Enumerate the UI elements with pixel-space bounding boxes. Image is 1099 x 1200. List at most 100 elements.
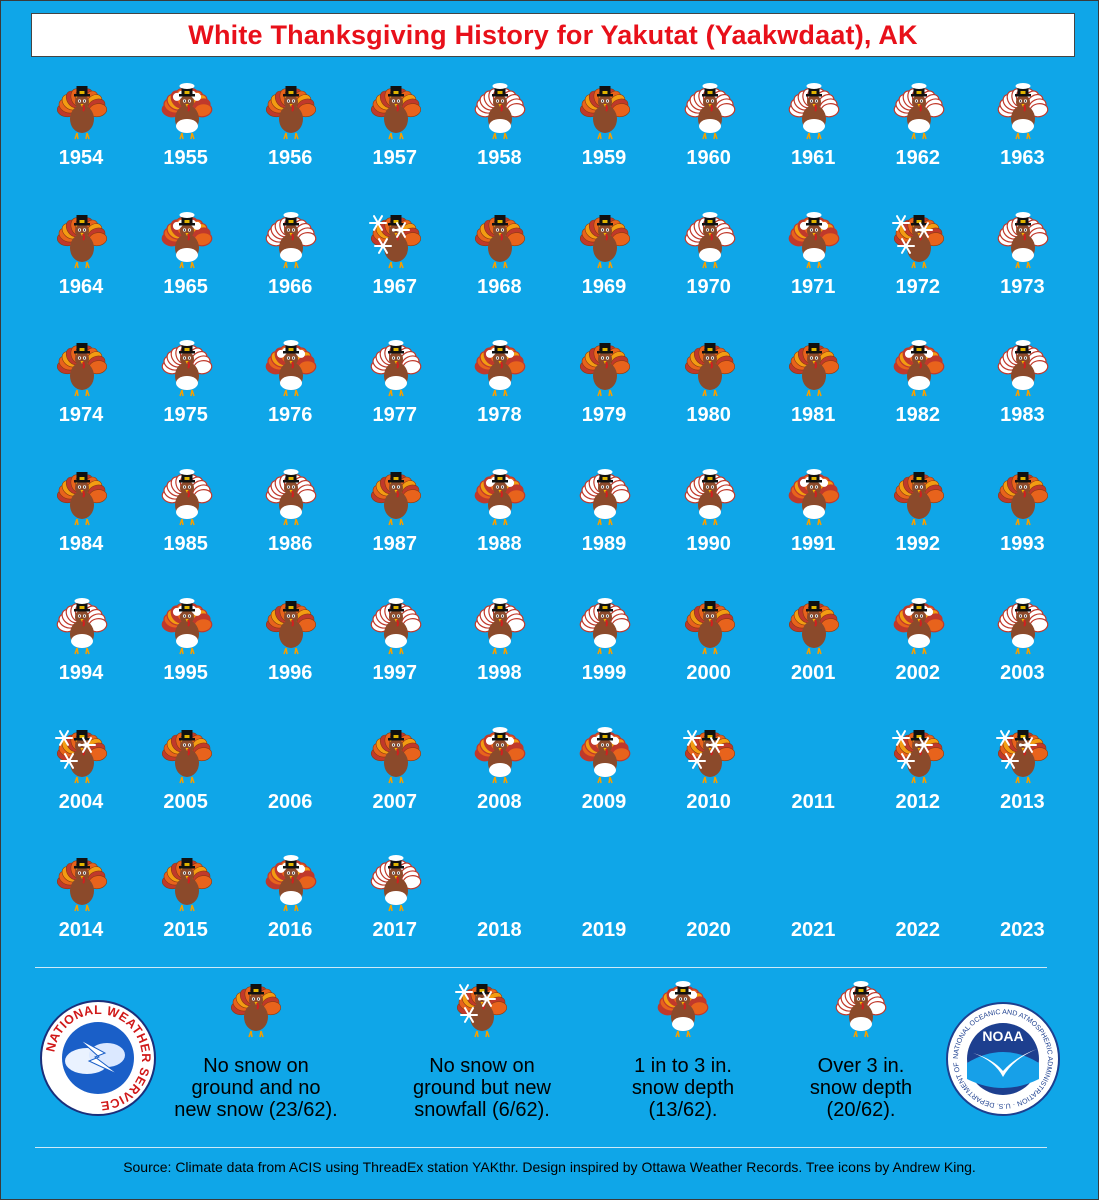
- noaa-logo-text: NOAA: [982, 1028, 1023, 1044]
- year-label: 2017: [372, 919, 418, 942]
- turkey-icon: [684, 211, 735, 268]
- legend-turkey-icon: [657, 981, 709, 1038]
- year-label: 1966: [267, 275, 313, 298]
- year-cell: 1983: [970, 338, 1074, 458]
- year-cell: 1999: [552, 596, 656, 716]
- year-label: 1970: [686, 275, 731, 298]
- year-label: 1985: [163, 533, 208, 556]
- year-label: 2018: [477, 919, 522, 942]
- year-label: 1997: [372, 661, 418, 684]
- year-label: 2020: [686, 919, 731, 942]
- turkey-icon: [893, 597, 945, 655]
- turkey-icon: [998, 597, 1049, 655]
- year-label: 1967: [372, 275, 418, 298]
- turkey-icon: [370, 855, 422, 912]
- turkey-icon: [56, 343, 108, 397]
- year-cell: 2006: [238, 725, 342, 845]
- year-label: 1980: [686, 404, 731, 427]
- legend-label: Over 3 in. snow depth (20/62).: [809, 1055, 913, 1121]
- year-cell: 1963: [970, 81, 1074, 201]
- turkey-icon: [161, 83, 212, 140]
- legend-item: 1 in to 3 in. snow depth (13/62).: [568, 979, 798, 1139]
- turkey-icon: [579, 343, 631, 397]
- year-label: 2011: [791, 790, 835, 813]
- year-cell: 2012: [866, 725, 970, 845]
- turkey-icon: [370, 729, 421, 783]
- turkey-icon: [368, 214, 421, 268]
- year-cell: 2000: [657, 596, 761, 716]
- turkey-icon: [579, 726, 631, 783]
- year-cell: 1984: [29, 467, 133, 587]
- year-label: 2009: [581, 790, 627, 813]
- year-cell: 1979: [552, 338, 656, 458]
- turkey-icon: [265, 855, 317, 912]
- year-label: 1965: [163, 275, 208, 298]
- year-cell: 2010: [657, 725, 761, 845]
- legend-turkey-icon: [835, 981, 887, 1038]
- year-label: 1954: [58, 147, 104, 169]
- turkey-icon: [789, 600, 840, 655]
- year-label: 1982: [895, 404, 941, 427]
- year-cell: 2008: [447, 725, 551, 845]
- turkey-icon: [475, 469, 526, 526]
- turkey-icon: [161, 211, 212, 268]
- year-label: 1984: [58, 533, 104, 556]
- year-label: 1983: [1000, 404, 1045, 427]
- year-label: 1969: [581, 275, 627, 298]
- turkey-icon: [998, 472, 1049, 526]
- year-label: 1996: [267, 661, 313, 684]
- legend-label: No snow on ground but new snowfall (6/62…: [413, 1055, 551, 1121]
- legend-turkey-icon: [455, 984, 508, 1038]
- year-label: 1972: [895, 275, 941, 298]
- divider-top: [35, 967, 1047, 968]
- turkey-icon: [682, 729, 735, 783]
- turkey-icon: [370, 597, 422, 655]
- turkey-icon: [893, 472, 944, 526]
- year-label: 1955: [163, 147, 208, 169]
- year-cell: 1993: [970, 467, 1074, 587]
- year-cell: 2018: [447, 853, 551, 973]
- year-cell: 1954: [29, 81, 133, 201]
- year-label: 1959: [581, 147, 627, 169]
- year-cell: 2002: [866, 596, 970, 716]
- turkey-icon: [579, 214, 631, 268]
- turkey-icon: [265, 469, 317, 526]
- year-label: 1962: [895, 147, 941, 169]
- year-label: 2002: [895, 661, 941, 684]
- turkey-icon: [475, 214, 526, 268]
- year-label: 1978: [477, 404, 522, 427]
- legend-label: No snow on ground and no new snow (23/62…: [174, 1055, 338, 1121]
- legend-item: No snow on ground and no new snow (23/62…: [141, 979, 371, 1139]
- year-label: 2003: [1000, 661, 1045, 684]
- turkey-icon: [55, 729, 108, 783]
- turkey-icon: [996, 729, 1049, 783]
- year-label: 1958: [477, 147, 522, 169]
- turkey-icon: [788, 211, 840, 268]
- year-label: 1968: [477, 275, 522, 298]
- year-label: 1991: [790, 533, 836, 556]
- year-cell: 1974: [29, 338, 133, 458]
- turkey-icon: [891, 729, 944, 783]
- year-cell: 2017: [343, 853, 447, 973]
- year-cell: 1955: [134, 81, 238, 201]
- year-cell: 1969: [552, 210, 656, 330]
- year-label: 1963: [1000, 147, 1045, 169]
- year-label: 2006: [267, 790, 313, 813]
- year-label: 2005: [163, 790, 208, 813]
- year-cell: 1990: [657, 467, 761, 587]
- year-cell: 2016: [238, 853, 342, 973]
- turkey-icon: [56, 597, 108, 655]
- year-cell: 2009: [552, 725, 656, 845]
- year-label: 1999: [581, 661, 627, 684]
- year-cell: 2005: [134, 725, 238, 845]
- year-cell: 1997: [343, 596, 447, 716]
- year-cell: 1968: [447, 210, 551, 330]
- turkey-icon: [161, 469, 212, 526]
- year-label: 1975: [163, 404, 208, 427]
- turkey-icon: [266, 600, 317, 655]
- turkey-icon: [370, 472, 421, 526]
- year-label: 2013: [1000, 790, 1045, 813]
- year-cell: 1985: [134, 467, 238, 587]
- year-cell: 2022: [866, 853, 970, 973]
- year-label: 1992: [895, 533, 941, 556]
